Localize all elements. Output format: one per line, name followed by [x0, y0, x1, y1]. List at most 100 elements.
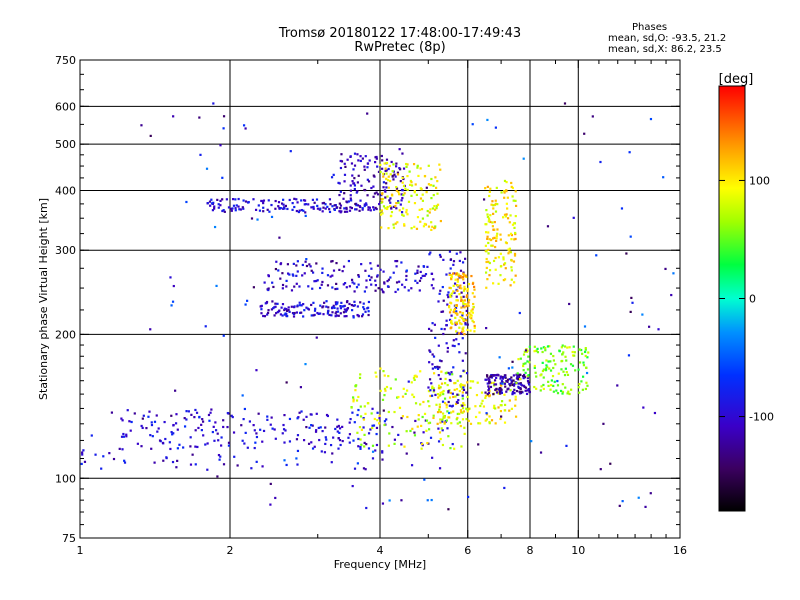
data-point [285, 279, 288, 282]
data-point [492, 259, 496, 263]
data-point [459, 315, 462, 319]
data-point [450, 274, 453, 277]
data-point [155, 414, 158, 417]
data-point [353, 290, 356, 293]
data-point [367, 313, 370, 317]
data-point [457, 343, 460, 346]
data-point [260, 308, 263, 311]
data-point [450, 292, 453, 295]
data-point [376, 274, 379, 277]
data-point [283, 441, 286, 444]
data-point [283, 313, 286, 316]
data-point [396, 259, 399, 263]
data-point [206, 442, 209, 445]
data-point [326, 205, 329, 208]
data-point [446, 303, 449, 306]
data-point [292, 315, 296, 318]
data-point [585, 371, 589, 375]
data-point [435, 204, 438, 208]
data-point [80, 462, 83, 466]
data-point [465, 309, 468, 313]
data-point [340, 153, 343, 156]
data-point [585, 366, 588, 369]
data-point [310, 314, 313, 317]
data-point [637, 496, 640, 499]
data-point [326, 414, 330, 418]
data-point [436, 367, 440, 370]
data-point [446, 410, 449, 413]
data-point [312, 207, 315, 210]
data-point [503, 262, 507, 265]
data-point [409, 179, 413, 183]
data-point [432, 414, 435, 417]
data-point [237, 197, 240, 201]
data-point [123, 459, 126, 462]
data-point [462, 272, 465, 275]
data-point [515, 381, 518, 384]
data-point [564, 386, 567, 389]
data-point [470, 317, 473, 320]
data-point [414, 279, 417, 282]
data-point [269, 482, 272, 486]
data-point [494, 126, 497, 129]
data-point [380, 198, 383, 201]
data-point [345, 315, 348, 318]
data-point [220, 444, 223, 447]
data-point [356, 153, 359, 156]
data-point [322, 201, 326, 205]
data-point [462, 386, 465, 389]
data-point [523, 350, 526, 353]
data-point [510, 382, 513, 385]
data-point [509, 384, 512, 387]
data-point [461, 337, 464, 340]
data-point [397, 433, 400, 437]
data-point [438, 359, 442, 362]
data-point [514, 398, 517, 401]
data-point [496, 232, 499, 235]
data-point [334, 427, 337, 431]
data-point [492, 212, 495, 215]
data-point [321, 280, 324, 284]
data-point [372, 206, 375, 209]
data-point [465, 372, 469, 375]
data-point [366, 162, 370, 165]
data-point [422, 431, 425, 434]
data-point [504, 267, 507, 270]
data-point [455, 321, 459, 324]
data-point [519, 373, 522, 376]
data-point [509, 389, 512, 392]
data-point [485, 286, 488, 289]
data-point [312, 301, 315, 304]
data-point [565, 359, 568, 362]
colorbar-tick-label: -100 [749, 411, 774, 424]
data-point [492, 406, 496, 409]
data-point [342, 311, 346, 314]
data-point [423, 478, 426, 481]
data-point [359, 373, 362, 376]
data-point [491, 221, 494, 224]
data-point [343, 207, 346, 210]
data-point [324, 436, 327, 439]
data-point [480, 391, 484, 394]
data-point [366, 194, 369, 197]
data-point [311, 271, 315, 274]
data-point [330, 260, 333, 263]
data-point [311, 447, 315, 450]
data-point [664, 267, 667, 271]
data-point [374, 279, 377, 282]
data-point [434, 176, 437, 179]
data-point [496, 203, 499, 206]
data-point [370, 267, 373, 270]
data-point [277, 201, 281, 204]
data-point [220, 436, 223, 439]
data-point [191, 453, 194, 456]
data-point [273, 428, 276, 431]
data-point [384, 389, 387, 392]
data-point [362, 302, 365, 305]
data-point [462, 318, 465, 322]
data-point [174, 389, 177, 392]
data-point [511, 360, 514, 363]
data-point [381, 197, 385, 201]
data-point [217, 439, 220, 442]
data-point [282, 203, 285, 206]
